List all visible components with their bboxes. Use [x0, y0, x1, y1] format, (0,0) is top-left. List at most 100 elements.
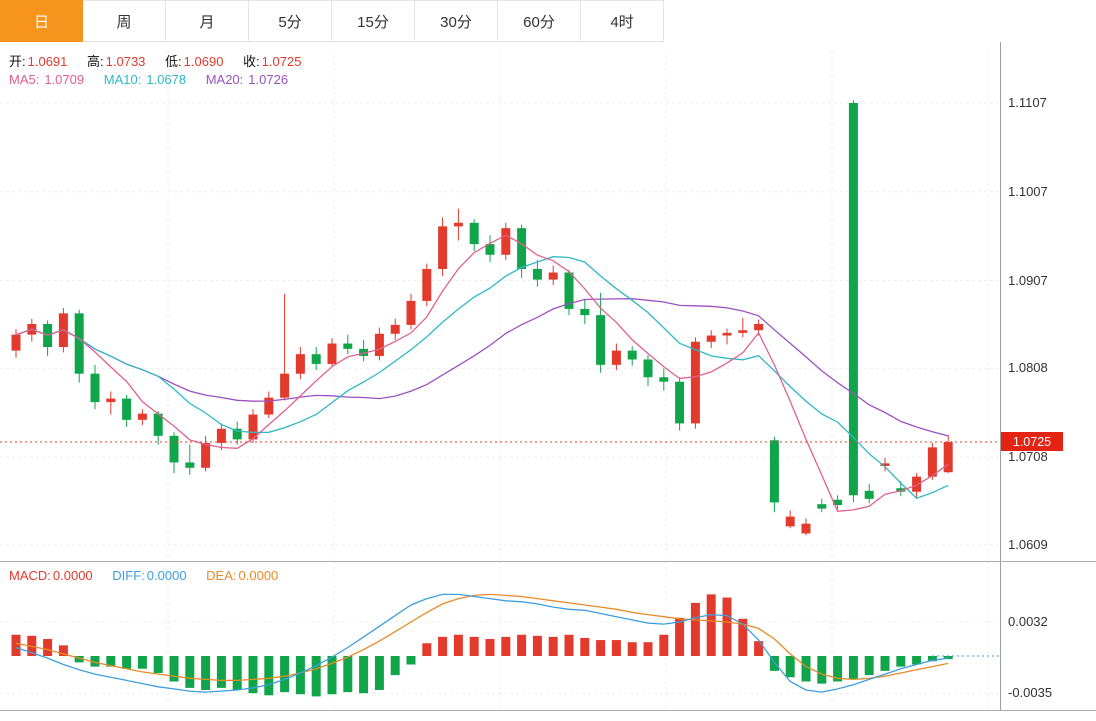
macd-axis-label: 0.0032 — [1008, 614, 1048, 629]
high-label: 高: — [87, 54, 104, 69]
macd-hist-bar — [675, 617, 685, 656]
macd-hist-bar — [453, 634, 463, 656]
ma10-line — [15, 256, 949, 499]
price-axis-label: 1.0609 — [1008, 536, 1048, 552]
macd-hist-bar — [896, 656, 906, 667]
macd-hist-bar — [690, 602, 700, 656]
macd-value: 0.0000 — [52, 568, 93, 583]
macd-hist-bar — [264, 656, 274, 696]
candle-body — [359, 348, 369, 356]
macd-hist-bar — [485, 639, 495, 656]
macd-hist-bar — [501, 636, 511, 656]
candle-body — [185, 462, 195, 468]
macd-chart[interactable] — [0, 561, 1000, 710]
macd-hist-bar — [580, 637, 590, 656]
macd-hist-bar — [390, 656, 400, 676]
low-label: 低: — [165, 54, 182, 69]
macd-hist-bar — [295, 656, 305, 695]
ma5-value: 1.0709 — [44, 72, 85, 87]
ma10-label: MA10: — [103, 72, 142, 87]
candle-body — [517, 228, 527, 269]
macd-hist-bar — [817, 656, 827, 684]
candle-body — [264, 397, 274, 415]
macd-hist-bar — [564, 634, 574, 656]
candle-body — [248, 414, 258, 440]
macd-hist-bar — [153, 656, 163, 673]
candle-body — [706, 335, 716, 342]
macd-hist-bar — [627, 642, 637, 656]
timeframe-tabbar: 日 周 月 5分 15分 30分 60分 4时 — [0, 0, 664, 42]
candle-body — [122, 398, 132, 420]
macd-hist-bar — [74, 656, 84, 663]
candle-body — [912, 476, 922, 492]
macd-hist-bar — [943, 656, 953, 660]
open-label: 开: — [9, 54, 26, 69]
macd-hist-bar — [248, 656, 258, 694]
tab-60min[interactable]: 60分 — [498, 0, 581, 42]
macd-hist-bar — [311, 656, 321, 697]
macd-hist-bar — [532, 635, 542, 656]
candle-body — [438, 226, 448, 269]
candle-body — [675, 381, 685, 424]
candle-body — [785, 516, 795, 527]
low-value: 1.0690 — [183, 54, 224, 69]
macd-hist-bar — [327, 656, 337, 695]
macd-hist-bar — [596, 640, 606, 656]
candle-body — [611, 350, 621, 365]
candle-body — [690, 341, 700, 424]
candle-body — [864, 490, 874, 499]
candle-body — [295, 354, 305, 374]
ma5-line — [15, 234, 949, 512]
candle-body — [485, 244, 495, 255]
candle-body — [896, 488, 906, 492]
ma20-label: MA20: — [205, 72, 244, 87]
macd-hist-bar — [90, 656, 100, 667]
tab-5min[interactable]: 5分 — [249, 0, 332, 42]
candle-body — [453, 222, 463, 227]
tab-month[interactable]: 月 — [166, 0, 249, 42]
macd-hist-bar — [422, 643, 432, 656]
macd-hist-bar — [58, 645, 68, 656]
macd-hist-bar — [738, 618, 748, 656]
candle-body — [406, 300, 416, 325]
candle-body — [817, 504, 827, 509]
macd-hist-bar — [169, 656, 179, 682]
tab-week[interactable]: 周 — [83, 0, 166, 42]
candle-body — [754, 323, 764, 331]
macd-hist-bar — [11, 634, 21, 656]
ma20-value: 1.0726 — [248, 72, 289, 87]
price-chart[interactable] — [0, 42, 1000, 561]
candle-body — [422, 268, 432, 301]
high-value: 1.0733 — [105, 54, 146, 69]
candle-body — [564, 272, 574, 309]
tab-day[interactable]: 日 — [0, 0, 83, 42]
macd-hist-bar — [343, 656, 353, 693]
candle-body — [153, 413, 163, 436]
macd-hist-bar — [927, 656, 937, 662]
candle-body — [833, 499, 843, 506]
macd-hist-bar — [659, 634, 669, 656]
price-axis-label: 1.0708 — [1008, 449, 1048, 465]
candle-body — [769, 440, 779, 503]
macd-legend: MACD: 0.0000 DIFF: 0.0000 DEA: 0.0000 — [9, 568, 294, 583]
macd-hist-bar — [643, 642, 653, 656]
candle-body — [216, 428, 226, 443]
tab-4hour[interactable]: 4时 — [581, 0, 664, 42]
dea-line — [15, 593, 949, 682]
candle-body — [311, 354, 321, 364]
macd-label: MACD: — [9, 568, 51, 583]
candle-body — [374, 333, 384, 356]
close-value: 1.0725 — [261, 54, 302, 69]
ma-legend: MA5: 1.0709 MA10: 1.0678 MA20: 1.0726 — [9, 72, 304, 87]
candle-body — [880, 463, 890, 467]
macd-hist-bar — [216, 656, 226, 688]
tab-30min[interactable]: 30分 — [415, 0, 498, 42]
ma20-line — [15, 298, 949, 437]
macd-hist-bar — [769, 656, 779, 671]
macd-hist-bar — [517, 634, 527, 656]
candle-body — [659, 377, 669, 382]
tab-15min[interactable]: 15分 — [332, 0, 415, 42]
candle-body — [738, 330, 748, 333]
close-label: 收: — [243, 54, 260, 69]
candle-body — [532, 268, 542, 280]
